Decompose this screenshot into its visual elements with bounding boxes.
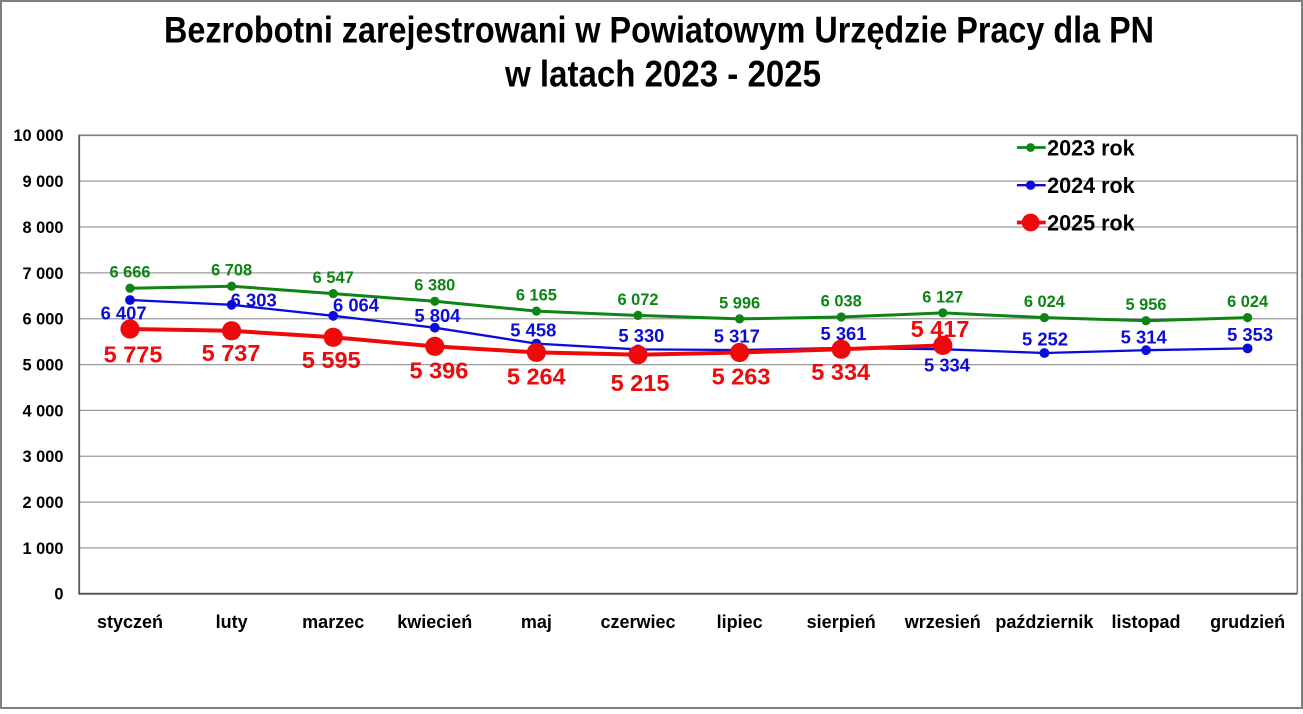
svg-text:6 024: 6 024 (1024, 293, 1066, 311)
svg-text:maj: maj (521, 612, 552, 632)
svg-text:6 038: 6 038 (821, 292, 862, 310)
svg-text:5 595: 5 595 (302, 347, 361, 373)
svg-text:marzec: marzec (302, 612, 364, 632)
svg-text:6 024: 6 024 (1227, 293, 1269, 311)
svg-text:5 314: 5 314 (1121, 327, 1168, 348)
svg-text:Bezrobotni zarejestrowani w Po: Bezrobotni zarejestrowani w Powiatowym U… (164, 9, 1154, 50)
svg-text:2 000: 2 000 (22, 494, 63, 512)
svg-text:5 396: 5 396 (409, 358, 468, 384)
svg-text:5 353: 5 353 (1227, 324, 1273, 345)
svg-text:6 072: 6 072 (617, 291, 658, 309)
svg-text:czerwiec: czerwiec (600, 612, 675, 632)
svg-text:9 000: 9 000 (22, 173, 63, 191)
svg-text:w latach 2023 - 2025: w latach 2023 - 2025 (504, 53, 821, 94)
svg-text:3 000: 3 000 (22, 448, 63, 466)
svg-text:0: 0 (54, 586, 63, 604)
svg-text:1 000: 1 000 (22, 540, 63, 558)
svg-text:6 064: 6 064 (333, 295, 380, 316)
svg-text:listopad: listopad (1111, 612, 1180, 632)
svg-text:5 775: 5 775 (104, 342, 163, 368)
svg-text:5 264: 5 264 (507, 364, 566, 390)
svg-text:6 407: 6 407 (101, 302, 147, 323)
svg-text:styczeń: styczeń (97, 612, 163, 632)
svg-text:5 737: 5 737 (202, 340, 261, 366)
svg-text:2025 rok: 2025 rok (1047, 211, 1135, 236)
svg-text:5 252: 5 252 (1022, 329, 1068, 350)
svg-text:6 165: 6 165 (516, 287, 557, 305)
svg-text:8 000: 8 000 (22, 219, 63, 237)
svg-text:lipiec: lipiec (717, 612, 763, 632)
svg-text:2023 rok: 2023 rok (1047, 136, 1135, 161)
svg-text:grudzień: grudzień (1210, 612, 1285, 632)
svg-text:4 000: 4 000 (22, 402, 63, 420)
svg-text:6 127: 6 127 (922, 288, 963, 306)
svg-text:6 666: 6 666 (109, 264, 150, 282)
svg-text:7 000: 7 000 (22, 265, 63, 283)
svg-text:5 263: 5 263 (712, 364, 771, 390)
svg-text:6 380: 6 380 (414, 277, 455, 295)
svg-text:5 215: 5 215 (611, 370, 670, 396)
svg-text:6 708: 6 708 (211, 262, 252, 280)
svg-text:2024 rok: 2024 rok (1047, 173, 1135, 198)
svg-text:5 458: 5 458 (510, 320, 556, 341)
svg-text:5 996: 5 996 (719, 294, 760, 312)
svg-text:10 000: 10 000 (13, 127, 63, 145)
svg-text:5 334: 5 334 (924, 355, 971, 376)
svg-text:wrzesień: wrzesień (904, 612, 981, 632)
svg-text:6 547: 6 547 (313, 269, 354, 287)
svg-text:6 303: 6 303 (231, 290, 277, 311)
svg-text:5 804: 5 804 (414, 305, 461, 326)
svg-text:luty: luty (216, 612, 248, 632)
svg-text:6 000: 6 000 (22, 311, 63, 329)
svg-text:5 361: 5 361 (820, 323, 866, 344)
svg-text:5 334: 5 334 (811, 359, 870, 385)
svg-text:październik: październik (995, 612, 1094, 632)
svg-text:kwiecień: kwiecień (397, 612, 472, 632)
svg-text:5 000: 5 000 (22, 356, 63, 374)
svg-text:sierpień: sierpień (807, 612, 876, 632)
svg-text:5 317: 5 317 (714, 326, 760, 347)
svg-text:5 417: 5 417 (911, 316, 970, 342)
svg-text:5 956: 5 956 (1125, 296, 1166, 314)
svg-text:5 330: 5 330 (618, 325, 664, 346)
